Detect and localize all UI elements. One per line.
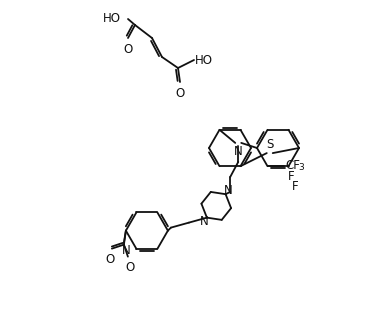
Text: S: S bbox=[266, 138, 274, 151]
Text: N: N bbox=[200, 215, 208, 228]
Text: F: F bbox=[291, 180, 298, 193]
Text: N: N bbox=[224, 184, 233, 197]
Text: 3: 3 bbox=[299, 163, 304, 172]
Text: N: N bbox=[122, 244, 130, 257]
Text: CF: CF bbox=[285, 159, 300, 172]
Text: O: O bbox=[124, 43, 133, 56]
Text: O: O bbox=[105, 253, 114, 266]
Text: F: F bbox=[288, 170, 294, 183]
Text: HO: HO bbox=[103, 11, 121, 24]
Text: HO: HO bbox=[195, 53, 213, 66]
Text: N: N bbox=[234, 145, 242, 158]
Text: O: O bbox=[125, 260, 135, 274]
Text: O: O bbox=[176, 87, 185, 100]
